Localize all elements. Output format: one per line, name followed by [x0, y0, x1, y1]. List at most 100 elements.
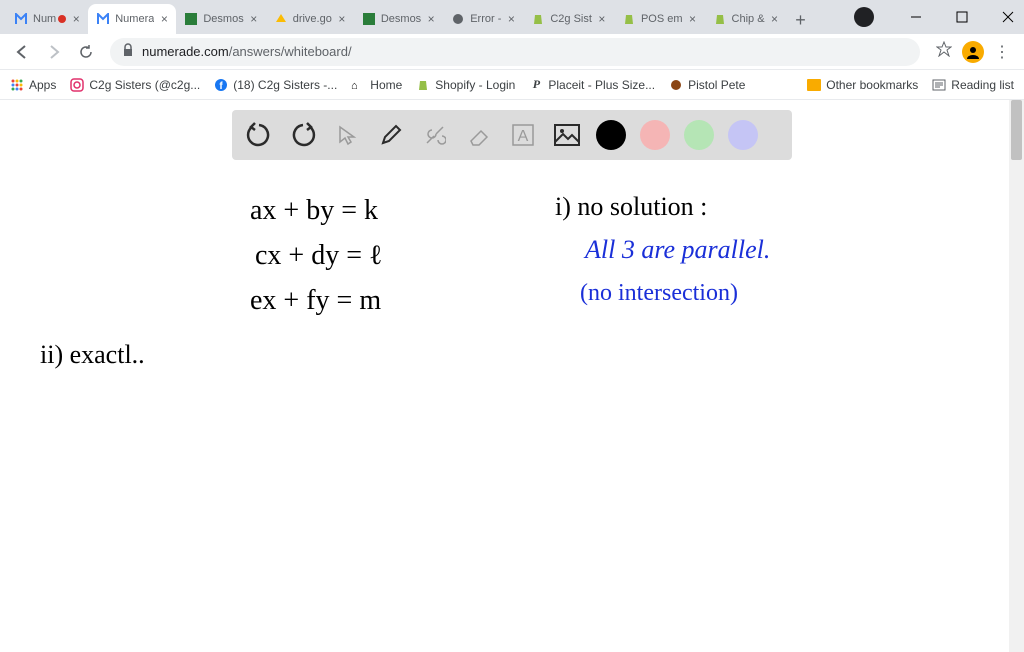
close-icon[interactable]: × [596, 13, 608, 25]
bookmark-label: C2g Sisters (@c2g... [89, 78, 200, 92]
tools-button[interactable] [420, 120, 450, 150]
tab-label: Num [33, 13, 56, 25]
bookmark-star-icon[interactable] [936, 41, 952, 62]
close-icon[interactable]: × [70, 13, 82, 25]
color-purple[interactable] [728, 120, 758, 150]
tab-label: Desmos [203, 13, 243, 25]
tab-label: Desmos [381, 13, 421, 25]
bookmark-label: Home [370, 78, 402, 92]
tab-3[interactable]: Desmos × [176, 4, 265, 34]
other-bookmarks-label: Other bookmarks [826, 78, 918, 92]
close-icon[interactable]: × [425, 13, 437, 25]
page-content: A ax + by = k cx + dy = ℓ ex + fy = m i)… [0, 100, 1024, 652]
avatar[interactable] [962, 41, 984, 63]
tab-7[interactable]: C2g Sist × [523, 4, 614, 34]
color-black[interactable] [596, 120, 626, 150]
handwriting-eq1: ax + by = k [250, 195, 378, 227]
shopify-icon [531, 12, 545, 26]
color-pink[interactable] [640, 120, 670, 150]
address-bar: numerade.com/answers/whiteboard/ ⋮ [0, 34, 1024, 70]
tab-8[interactable]: POS em × [614, 4, 705, 34]
shopify-icon [713, 12, 727, 26]
pointer-tool[interactable] [332, 120, 362, 150]
globe-icon [451, 12, 465, 26]
reload-button[interactable] [72, 38, 100, 66]
tab-label: Chip & [732, 13, 765, 25]
tab-9[interactable]: Chip & × [705, 4, 787, 34]
desmos-icon [362, 12, 376, 26]
tab-2[interactable]: Numera × [88, 4, 176, 34]
close-icon[interactable]: × [687, 13, 699, 25]
maximize-button[interactable] [948, 3, 976, 31]
close-icon[interactable]: × [158, 13, 170, 25]
minimize-button[interactable] [902, 3, 930, 31]
numerade-icon [14, 12, 28, 26]
scrollbar[interactable] [1009, 100, 1024, 652]
bookmark-item[interactable]: f (18) C2g Sisters -... [214, 78, 337, 92]
undo-button[interactable] [244, 120, 274, 150]
tab-label: POS em [641, 13, 683, 25]
tab-label: C2g Sist [550, 13, 592, 25]
reading-list-icon [932, 78, 946, 92]
generic-icon [669, 78, 683, 92]
text-tool[interactable]: A [508, 120, 538, 150]
facebook-icon: f [214, 78, 228, 92]
other-bookmarks[interactable]: Other bookmarks [807, 78, 918, 92]
reading-list[interactable]: Reading list [932, 78, 1014, 92]
eraser-tool[interactable] [464, 120, 494, 150]
tab-5[interactable]: Desmos × [354, 4, 443, 34]
close-icon[interactable]: × [505, 13, 517, 25]
apps-button[interactable]: Apps [10, 78, 56, 92]
bookmark-item[interactable]: P Placeit - Plus Size... [529, 78, 655, 92]
url-input[interactable]: numerade.com/answers/whiteboard/ [110, 38, 920, 66]
home-icon: ⌂ [351, 78, 365, 92]
close-icon[interactable]: × [248, 13, 260, 25]
image-tool[interactable] [552, 120, 582, 150]
numerade-icon [96, 12, 110, 26]
forward-button[interactable] [40, 38, 68, 66]
bookmark-label: Placeit - Plus Size... [548, 78, 655, 92]
url-path: /answers/whiteboard/ [229, 44, 352, 59]
redo-button[interactable] [288, 120, 318, 150]
tab-4[interactable]: drive.go × [266, 4, 354, 34]
whiteboard-canvas[interactable]: ax + by = k cx + dy = ℓ ex + fy = m i) n… [0, 170, 1009, 652]
bookmark-label: Shopify - Login [435, 78, 515, 92]
bookmark-item[interactable]: ⌂ Home [351, 78, 402, 92]
whiteboard-toolbar: A [232, 110, 792, 160]
bookmark-item[interactable]: Shopify - Login [416, 78, 515, 92]
desmos-icon [184, 12, 198, 26]
drive-icon [274, 12, 288, 26]
handwriting-eq3: ex + fy = m [250, 285, 381, 317]
placeit-icon: P [529, 78, 543, 92]
tab-6[interactable]: Error - × [443, 4, 523, 34]
scrollbar-thumb[interactable] [1011, 100, 1022, 160]
bookmark-item[interactable]: C2g Sisters (@c2g... [70, 78, 200, 92]
tab-label: Numera [115, 13, 154, 25]
apps-icon [10, 78, 24, 92]
shopify-icon [622, 12, 636, 26]
bookmark-label: Pistol Pete [688, 78, 745, 92]
menu-button[interactable]: ⋮ [994, 42, 1010, 62]
pen-tool[interactable] [376, 120, 406, 150]
lock-icon [122, 43, 134, 60]
modified-dot-icon [58, 15, 66, 23]
tab-label: Error - [470, 13, 501, 25]
close-icon[interactable]: × [769, 13, 781, 25]
handwriting-case-i: i) no solution : [555, 192, 707, 222]
shopify-icon [416, 78, 430, 92]
close-window-button[interactable] [994, 3, 1022, 31]
bookmark-item[interactable]: Pistol Pete [669, 78, 745, 92]
handwriting-blue1: All 3 are parallel. [585, 235, 770, 265]
folder-icon [807, 79, 821, 91]
window-controls [854, 0, 1024, 34]
back-button[interactable] [8, 38, 36, 66]
svg-text:⌂: ⌂ [351, 80, 358, 92]
handwriting-eq2: cx + dy = ℓ [255, 240, 382, 272]
color-green[interactable] [684, 120, 714, 150]
new-tab-button[interactable]: + [787, 6, 815, 34]
svg-text:A: A [518, 128, 529, 145]
close-icon[interactable]: × [336, 13, 348, 25]
profile-badge-icon[interactable] [854, 7, 874, 27]
tab-1[interactable]: Num × [6, 4, 88, 34]
url-host: numerade.com [142, 44, 229, 59]
